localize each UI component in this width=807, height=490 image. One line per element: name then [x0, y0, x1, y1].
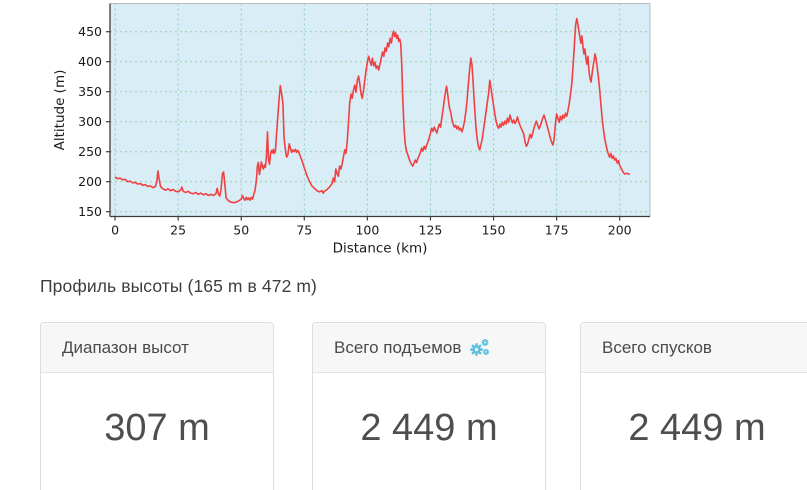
svg-text:125: 125 — [419, 223, 443, 238]
svg-text:400: 400 — [78, 54, 102, 69]
svg-text:50: 50 — [233, 223, 249, 238]
svg-text:300: 300 — [78, 114, 102, 129]
card-total-descent-value: 2 449 m — [628, 407, 766, 449]
card-total-descent: Всего спусков 2 449 m — [580, 322, 807, 490]
svg-text:150: 150 — [482, 223, 506, 238]
svg-text:175: 175 — [545, 223, 569, 238]
card-elevation-range-label: Диапазон высот — [62, 337, 189, 357]
card-total-descent-header: Всего спусков — [581, 323, 807, 373]
elevation-chart: 150 200 250 300 350 400 450 0 25 50 75 100 125 150 175… — [50, 0, 665, 262]
card-total-descent-body: 2 449 m — [581, 373, 807, 450]
card-elevation-range-value: 307 m — [104, 407, 210, 449]
svg-text:Distance (km): Distance (km) — [333, 241, 428, 257]
card-elevation-range-header: Диапазон высот — [41, 323, 273, 373]
elevation-chart-svg: 150 200 250 300 350 400 450 0 25 50 75 100 125 150 175… — [52, 3, 651, 257]
svg-text:350: 350 — [78, 84, 102, 99]
card-total-ascent: Всего подъемов — [312, 322, 546, 490]
card-total-ascent-label: Всего подъемов — [334, 337, 462, 357]
card-total-ascent-header: Всего подъемов — [313, 323, 545, 373]
card-elevation-range: Диапазон высот 307 m — [40, 322, 274, 490]
svg-text:75: 75 — [296, 223, 312, 238]
svg-text:200: 200 — [608, 223, 632, 238]
page-title: Профиль высоты (165 m в 472 m) — [40, 276, 317, 296]
svg-text:150: 150 — [78, 204, 102, 219]
svg-text:Altitude (m): Altitude (m) — [52, 70, 68, 151]
svg-text:250: 250 — [78, 144, 102, 159]
gears-icon[interactable] — [469, 338, 490, 357]
card-elevation-range-body: 307 m — [41, 373, 273, 450]
svg-text:25: 25 — [170, 223, 186, 238]
card-total-descent-label: Всего спусков — [602, 337, 712, 357]
svg-text:450: 450 — [78, 24, 102, 39]
card-total-ascent-body: 2 449 m — [313, 373, 545, 450]
svg-text:100: 100 — [355, 223, 379, 238]
svg-text:200: 200 — [78, 174, 102, 189]
card-total-ascent-value: 2 449 m — [360, 407, 498, 449]
svg-text:0: 0 — [111, 223, 119, 238]
